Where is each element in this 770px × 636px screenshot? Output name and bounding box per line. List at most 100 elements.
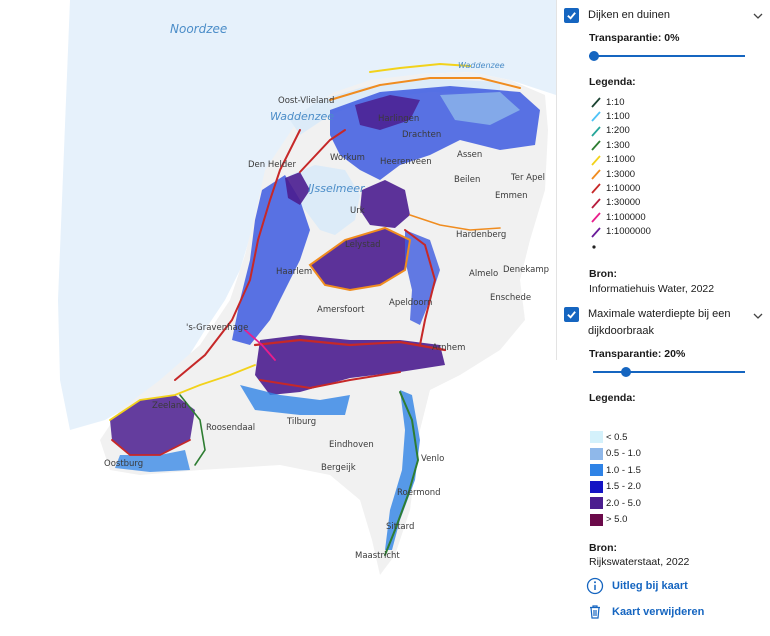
dike-line-afsluitdijk	[299, 129, 346, 173]
legend-item: 1:30000	[590, 197, 640, 209]
legend-swatch	[590, 513, 603, 526]
slider-thumb[interactable]	[621, 367, 632, 377]
place-label: Venlo	[421, 454, 444, 464]
dike-line-wadden	[369, 62, 471, 73]
legend-item-label: > 5.0	[606, 514, 628, 525]
place-label: Heerenveen	[380, 157, 432, 167]
legend-swatch	[590, 480, 603, 493]
place-label: Hardenberg	[456, 230, 506, 240]
place-label: Arnhem	[432, 343, 465, 353]
legend-item-label: 1.0 - 1.5	[606, 464, 641, 476]
legend-item-label: 1:200	[606, 125, 630, 137]
flood-zone-rivers-shallow	[240, 385, 350, 415]
dike-line-rivers	[253, 338, 447, 352]
layer-waterdiepte-transparency-slider[interactable]	[593, 367, 745, 377]
land-area	[100, 72, 548, 575]
place-labels: Oost-Vlieland Den Helder Harlingen Heere…	[104, 96, 549, 561]
layer-dijken-checkbox[interactable]	[564, 8, 579, 23]
place-label: Assen	[457, 150, 482, 160]
line-symbol-icon	[591, 169, 601, 180]
check-icon	[567, 12, 576, 20]
explain-map-link[interactable]: Uitleg bij kaart	[586, 577, 688, 595]
remove-map-link[interactable]: Kaart verwijderen	[586, 603, 704, 621]
dike-line-maas	[384, 391, 420, 556]
legend-item: 2.0 - 5.0	[590, 497, 641, 509]
legend-item-label: 1:100	[606, 110, 630, 122]
place-label: Oostburg	[104, 459, 143, 469]
slider-track	[589, 55, 745, 57]
chevron-down-icon[interactable]	[752, 10, 764, 22]
sea-area	[58, 0, 556, 430]
water-label-waddenzee: Waddenzee	[270, 110, 334, 123]
legend-item-label: 1:30000	[606, 197, 641, 209]
place-label: Urk	[350, 206, 365, 216]
legend-item-label: 0.5 - 1.0	[606, 448, 641, 459]
flood-zone-maas	[385, 390, 420, 550]
slider-thumb[interactable]	[589, 51, 599, 61]
place-label: Beilen	[454, 175, 480, 185]
map-canvas[interactable]: Noordzee Waddenzee Waddenzee IJsselmeer …	[0, 0, 556, 636]
legend-item: 1:100	[590, 110, 630, 122]
dike-line-rivers-south	[259, 371, 401, 390]
layer-panel: Dijken en duinen Transparantie: 0% Legen…	[556, 0, 770, 636]
place-label: Oost-Vlieland	[278, 96, 334, 106]
layer-waterdiepte-source-title: Bron:	[589, 542, 617, 554]
place-label: Tilburg	[286, 417, 316, 427]
layer-waterdiepte-legend-title: Legenda:	[589, 392, 636, 404]
place-label: Roosendaal	[206, 423, 255, 433]
flood-zone-zeeland	[110, 395, 195, 455]
panel-divider	[556, 0, 557, 360]
dike-line-zeeland	[109, 364, 256, 421]
place-label: Den Helder	[248, 160, 296, 170]
place-label: Workum	[330, 153, 365, 163]
legend-item: > 5.0	[590, 513, 628, 526]
dike-line-coast	[174, 129, 301, 381]
legend-item-label: 1:300	[606, 139, 630, 151]
layer-waterdiepte-transparency-label: Transparantie: 20%	[589, 348, 686, 360]
legend-item: 1:300	[590, 139, 630, 151]
flood-zone-north-deep	[355, 95, 420, 130]
place-label: Apeldoorn	[389, 298, 432, 308]
layer-dijken-transparency-slider[interactable]	[589, 51, 745, 61]
chevron-down-icon[interactable]	[752, 310, 764, 322]
place-label: Enschede	[490, 293, 531, 303]
dike-line-zeeland-green	[179, 394, 206, 466]
place-label: Lelystad	[345, 240, 381, 250]
legend-item: 1:10	[590, 96, 625, 108]
trash-icon	[590, 605, 600, 619]
layer-dijken-source-title: Bron:	[589, 268, 617, 280]
place-label: Drachten	[402, 130, 441, 140]
place-label: Ter Apel	[510, 173, 545, 183]
flood-zone-flevoland	[310, 228, 410, 290]
layer-dijken-source: Informatiehuis Water, 2022	[589, 283, 715, 295]
line-symbol-icon	[591, 183, 601, 194]
layer-waterdiepte-title: Maximale waterdiepte bij een dijkdoorbra…	[588, 308, 731, 337]
point-icon	[592, 245, 596, 249]
water-label-noordzee: Noordzee	[170, 22, 227, 36]
place-label: 's-Gravenhage	[186, 323, 248, 333]
legend-item: < 0.5	[590, 431, 627, 443]
legend-item-label: 1:3000	[606, 168, 636, 180]
place-label: Zeeland	[152, 401, 187, 411]
flood-zone-north-shallow	[440, 92, 520, 125]
water-label-waddenzee-east: Waddenzee	[458, 61, 505, 70]
line-symbol-icon	[591, 126, 601, 137]
legend-item-label: < 0.5	[606, 431, 628, 443]
place-label: Roermond	[397, 488, 441, 498]
place-label: Amersfoort	[317, 305, 365, 315]
legend-item-point	[590, 239, 606, 251]
flood-zone-noordoostpolder	[360, 180, 410, 228]
layer-dijken-transparency-label: Transparantie: 0%	[589, 32, 680, 44]
ijsselmeer-area	[290, 165, 360, 235]
legend-swatch	[590, 447, 603, 460]
line-symbol-icon	[591, 111, 601, 122]
legend-item: 1.5 - 2.0	[590, 480, 641, 493]
place-label: Maastricht	[355, 551, 400, 561]
explain-map-label: Uitleg bij kaart	[612, 580, 688, 592]
flood-zone-west	[232, 175, 310, 345]
line-symbol-icon	[591, 226, 601, 238]
legend-item-label: 1:1000	[606, 154, 636, 166]
dike-line-pink	[244, 329, 276, 361]
layer-waterdiepte-checkbox[interactable]	[564, 307, 579, 322]
place-label: Almelo	[469, 269, 498, 279]
